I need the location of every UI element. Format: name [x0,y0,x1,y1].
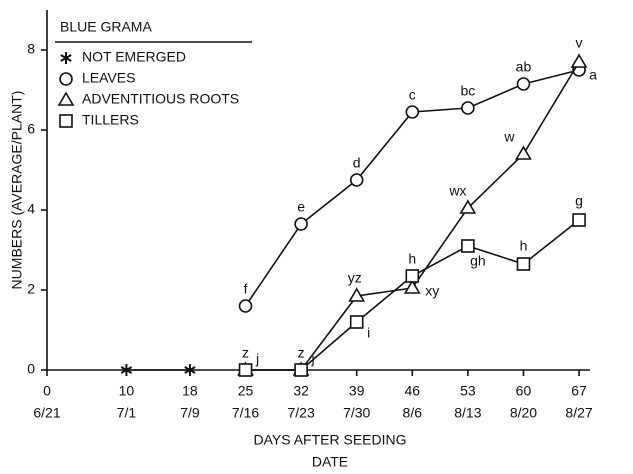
x-tick-label: 39 [349,383,365,399]
marker-square [294,363,308,377]
point-label: wx [448,183,466,199]
point-label: z [298,345,305,361]
marker-triangle [459,199,477,214]
y-axis-label: NUMBERS (AVERAGE/PLANT) [9,91,25,290]
marker-circle [405,105,420,119]
marker-square [349,315,364,329]
x-tick-label: 32 [293,383,309,399]
x-tick-label: 0 [43,383,51,399]
point-label: i [367,325,370,341]
x-tick-label: 60 [516,383,532,399]
point-label: e [297,199,305,215]
y-tick-label: 0 [27,361,35,377]
y-tick-label: 6 [27,121,35,137]
marker-triangle [403,279,421,294]
x-tick-date: 8/13 [454,405,481,421]
y-tick-label: 4 [27,201,35,217]
legend-marker [59,114,73,128]
marker-square [405,269,420,283]
marker-square [572,213,586,227]
marker-square [461,239,475,253]
x-tick-date: 7/16 [232,405,259,421]
marker-circle [238,299,253,313]
x-axis-label-2: DATE [312,454,348,470]
point-label: w [503,129,515,145]
marker-star [120,364,133,376]
point-label: f [244,281,248,297]
point-label: a [589,67,597,83]
marker-triangle [515,145,532,160]
legend-label: ADVENTITIOUS ROOTS [82,91,239,107]
legend-marker [59,72,73,86]
x-tick-date: 7/23 [287,405,314,421]
marker-triangle [570,53,588,68]
legend-label: NOT EMERGED [82,49,186,65]
y-tick-label: 2 [27,281,35,297]
series-line [245,219,580,371]
point-label: j [311,351,315,367]
marker-triangle [348,287,366,302]
point-label: yz [348,270,362,286]
x-tick-date: 7/1 [117,405,137,421]
legend-label: TILLERS [82,112,139,128]
x-tick-date: 6/21 [33,405,60,421]
point-label: bc [460,83,475,99]
marker-circle [461,101,475,115]
marker-square [238,363,253,377]
x-tick-label: 18 [182,383,198,399]
x-tick-date: 8/20 [510,405,537,421]
point-label: z [242,345,249,361]
marker-circle [349,173,364,187]
x-tick-label: 46 [405,383,421,399]
point-label: j [255,351,259,367]
x-tick-label: 25 [238,383,254,399]
point-label: xy [425,283,439,299]
x-tick-label: 10 [119,383,135,399]
x-tick-date: 8/6 [403,405,423,421]
point-label: g [575,193,583,209]
point-label: h [520,238,528,254]
point-label: gh [470,253,486,269]
x-tick-date: 8/27 [565,405,592,421]
legend-label: LEAVES [82,70,135,86]
x-tick-label: 53 [460,383,476,399]
marker-square [516,257,531,271]
point-label: ab [516,59,532,75]
x-axis-label: DAYS AFTER SEEDING [254,432,407,448]
marker-star [184,364,196,376]
legend-marker [60,52,72,64]
legend-title: BLUE GRAMA [60,19,152,35]
x-tick-label: 67 [571,383,587,399]
marker-circle [294,217,308,231]
point-label: v [576,35,583,51]
x-tick-date: 7/30 [343,405,370,421]
y-tick-label: 8 [27,41,35,57]
legend-marker [57,91,75,106]
marker-circle [516,77,531,91]
point-label: h [408,251,416,267]
point-label: d [353,155,361,171]
x-tick-date: 7/9 [180,405,200,421]
point-label: c [409,87,416,103]
